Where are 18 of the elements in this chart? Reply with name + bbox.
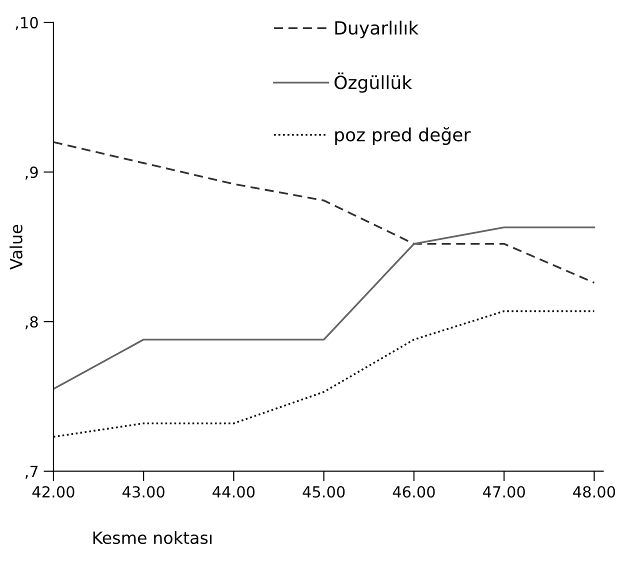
x-tick-label: 42.00 [32,486,74,498]
legend-label: Duyarlılık [335,20,419,38]
x-axis-title: Kesme noktası [93,531,212,544]
y-tick-label: ,10 [16,16,38,30]
x-tick-label: 44.00 [212,486,255,498]
x-tick-label: 48.00 [573,486,616,498]
x-tick-label: 47.00 [482,486,525,498]
legend-label: Özgüllük [334,72,412,93]
x-tick-label: 45.00 [302,486,345,498]
y-tick-label: ,7 [25,466,38,479]
y-axis-title: Value [10,224,22,270]
line-series [53,310,596,438]
line-series [53,226,596,390]
legend-label: poz pred değer [335,127,471,145]
x-tick-label: 43.00 [122,486,164,498]
y-tick-label: ,8 [25,316,38,330]
x-tick-label: 46.00 [392,486,435,498]
y-tick-label: ,9 [25,166,38,180]
